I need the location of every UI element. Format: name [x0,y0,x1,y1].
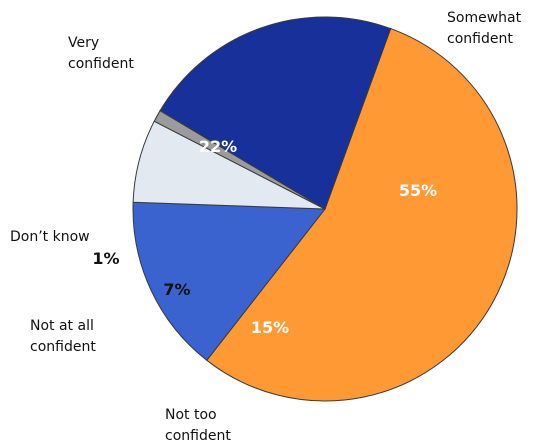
data-label-don-t-know: 1% [92,249,119,268]
category-label-not-too-confident: Not too confident [165,407,231,444]
category-label-not-at-all-confident: Not at all confident [30,318,96,355]
data-label-not-too-confident: 15% [251,318,289,337]
data-label-somewhat-confident: 55% [399,181,437,200]
category-label-somewhat-confident: Somewhat confident [447,10,522,47]
category-label-very-confident: Very confident [68,35,134,72]
data-label-very-confident: 22% [199,137,237,156]
pie-slice-not-too-confident [132,201,326,362]
data-label-not-at-all-confident: 7% [163,280,190,299]
pie-slice-very-confident [159,16,392,210]
category-label-don-t-know: Don’t know [10,229,90,245]
pie-slice-somewhat-confident [206,27,518,402]
